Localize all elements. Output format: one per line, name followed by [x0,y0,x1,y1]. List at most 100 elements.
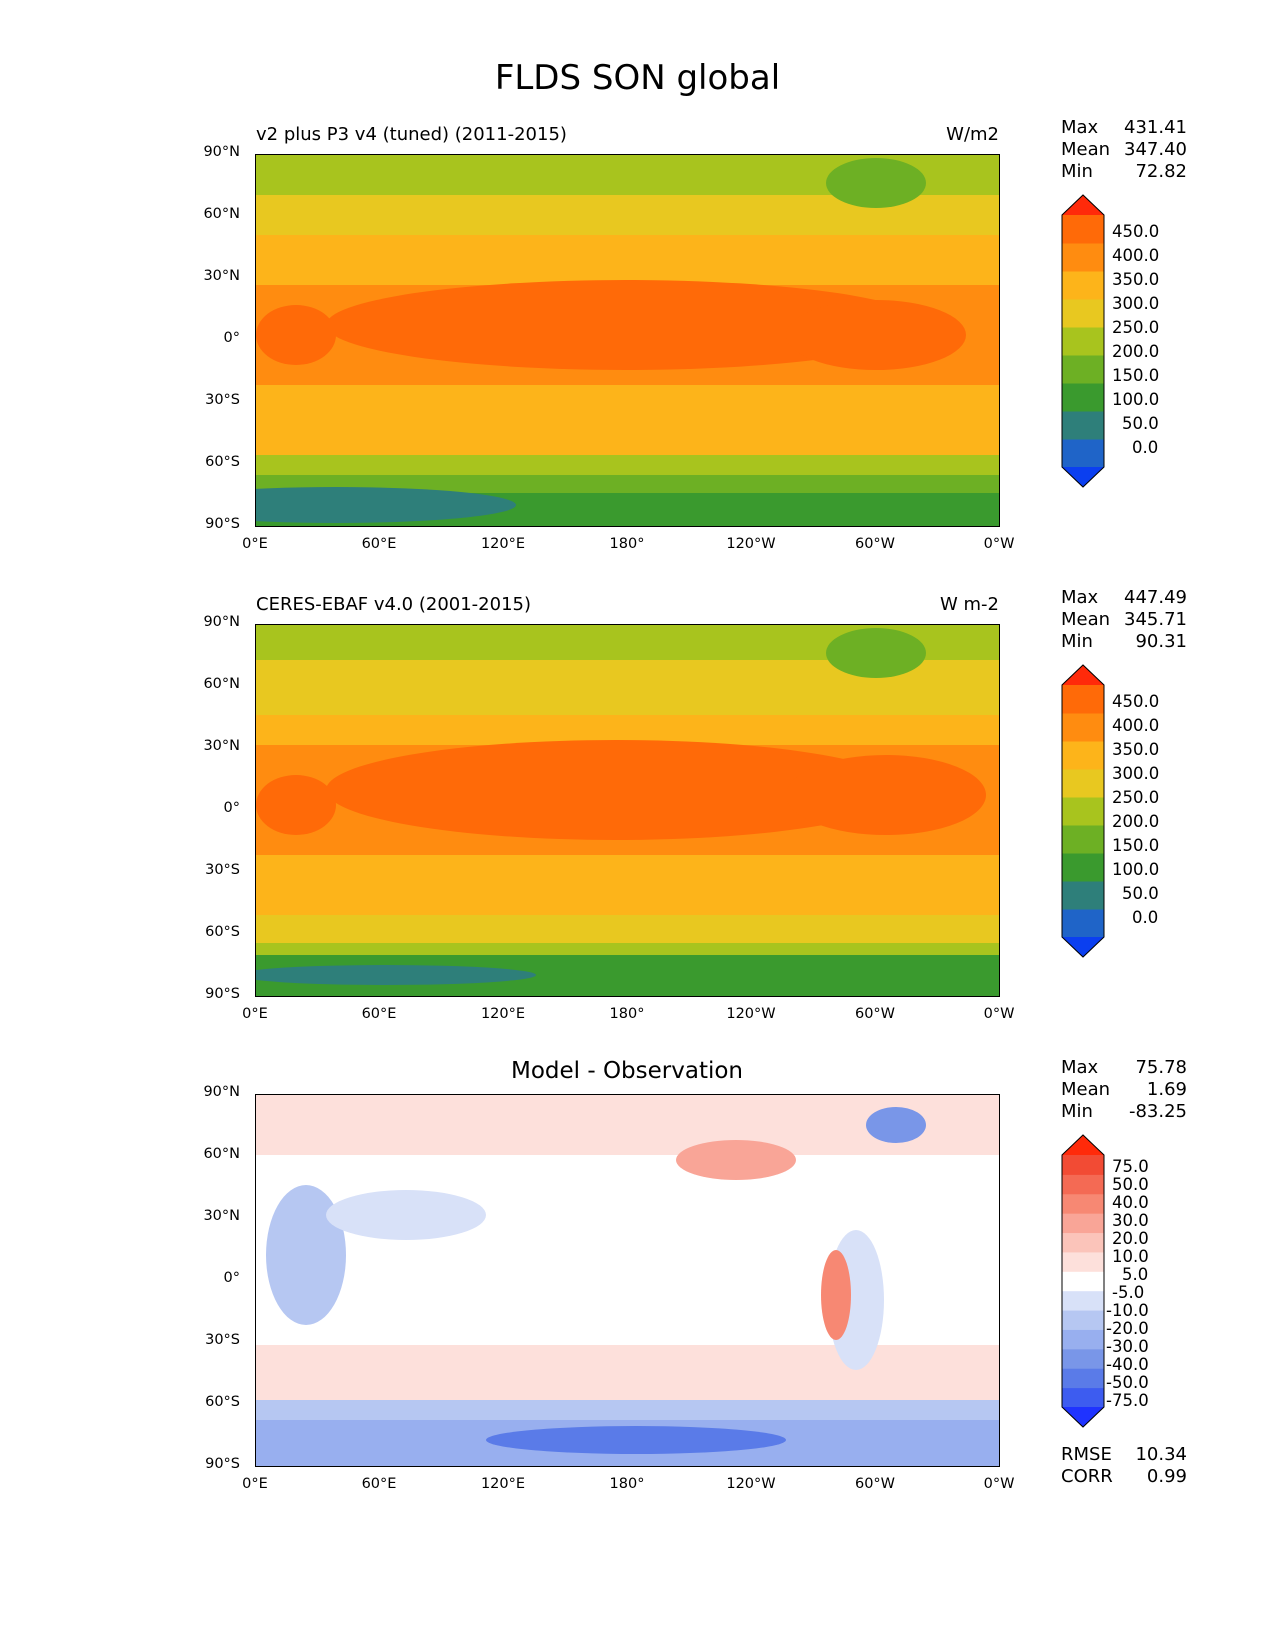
colorbar-swatch [1062,797,1104,826]
panel2-xtick: 0°E [242,1006,268,1022]
colorbar-swatch [1062,1232,1104,1253]
panel2-xtick: 180° [609,1006,645,1022]
panel3-xtick: 120°E [480,1476,526,1492]
mean-value: 345.71 [1124,609,1187,630]
min-label: Min [1061,161,1093,182]
colorbar-swatch [1062,215,1104,244]
panel1-xtick: 60°E [361,536,397,552]
panel3-ytick: 60°S [205,1394,240,1410]
colorbar-swatch [1062,383,1104,412]
panel3-metrics: RMSE 10.34 CORR 0.99 [1061,1444,1187,1488]
panel1-stats: Max 431.41 Mean 347.40 Min 72.82 [1061,117,1187,183]
panel3-ytick: 90°S [205,1456,240,1472]
panel2-xtick: 120°W [726,1006,776,1022]
mean-label: Mean [1061,139,1111,160]
mean-value: 1.69 [1146,1079,1187,1100]
colorbar-swatch [1062,937,1104,957]
panel2-colorbar [1061,664,1105,958]
colorbar-label: 200.0 [1112,342,1160,361]
colorbar-label: 400.0 [1112,716,1160,735]
colorbar-label: 50.0 [1122,884,1159,903]
panel3-xtick: 120°W [726,1476,776,1492]
min-label: Min [1061,631,1093,652]
colorbar-swatch [1062,1348,1104,1369]
colorbar-label: -10.0 [1106,1301,1149,1320]
colorbar-outline [1061,194,1105,488]
colorbar-label: -40.0 [1106,1355,1149,1374]
panel3-stats: Max 75.78 Mean 1.69 Min -83.25 [1061,1057,1187,1123]
colorbar-label: 350.0 [1112,740,1160,759]
panel1-map-field [256,155,999,526]
colorbar-label: 200.0 [1112,812,1160,831]
panel1-xtick: 180° [609,536,645,552]
colorbar-label: 75.0 [1112,1157,1149,1176]
colorbar-swatch [1062,1271,1104,1292]
panel3-ytick: 60°N [203,1146,240,1162]
min-value: 72.82 [1135,161,1187,182]
colorbar-label: 250.0 [1112,318,1160,337]
colorbar-label: 150.0 [1112,366,1160,385]
colorbar-label: 300.0 [1112,294,1160,313]
colorbar-label: 300.0 [1112,764,1160,783]
panel1-xtick: 0°E [242,536,268,552]
colorbar-label: -30.0 [1106,1337,1149,1356]
colorbar-swatch [1062,825,1104,854]
colorbar-label: 150.0 [1112,836,1160,855]
colorbar-swatch [1062,243,1104,272]
panel3-ytick: 90°N [203,1084,240,1100]
colorbar-swatch [1062,1329,1104,1350]
colorbar-swatch [1062,685,1104,714]
panel1-map [255,154,1000,527]
colorbar-swatch [1062,355,1104,384]
colorbar-swatch [1062,741,1104,770]
colorbar-swatch [1062,327,1104,356]
colorbar-swatch [1062,1155,1104,1175]
panel3-map-field [256,1095,999,1466]
panel2-xtick: 120°E [480,1006,526,1022]
panel3-title: Model - Observation [510,1058,744,1084]
colorbar-label: 400.0 [1112,246,1160,265]
panel3-xtick: 180° [609,1476,645,1492]
colorbar-label: -20.0 [1106,1319,1149,1338]
panel2-map [255,624,1000,997]
panel1-colorbar [1061,194,1105,488]
panel2-map-field [256,625,999,996]
colorbar-swatch [1062,909,1104,938]
panel1-ytick: 30°N [203,268,240,284]
panel2-ytick: 60°N [203,676,240,692]
colorbar-swatch [1062,881,1104,910]
panel1-ytick: 90°N [203,144,240,160]
colorbar-swatch [1062,1290,1104,1311]
corr-value: 0.99 [1146,1466,1187,1487]
panel2-ytick: 90°S [205,986,240,1002]
colorbar-swatch [1062,1135,1104,1155]
max-label: Max [1061,1057,1099,1078]
panel2-stats: Max 447.49 Mean 345.71 Min 90.31 [1061,587,1187,653]
colorbar-swatch [1062,1387,1104,1408]
mean-label: Mean [1061,609,1111,630]
colorbar-label: 5.0 [1122,1265,1149,1284]
colorbar-swatch [1062,853,1104,882]
panel1-xtick: 120°W [726,536,776,552]
panel1-ytick: 60°S [205,454,240,470]
colorbar-swatch [1062,439,1104,468]
panel2-ytick: 30°N [203,738,240,754]
max-value: 75.78 [1135,1057,1187,1078]
colorbar-label: 30.0 [1112,1211,1149,1230]
panel1-units: W/m2 [946,124,999,145]
mean-value: 347.40 [1124,139,1187,160]
mean-label: Mean [1061,1079,1111,1100]
panel2-xtick: 60°E [361,1006,397,1022]
max-value: 447.49 [1124,587,1187,608]
colorbar-label: 20.0 [1112,1229,1149,1248]
rmse-value: 10.34 [1135,1444,1187,1465]
colorbar-outline [1061,1134,1105,1428]
panel2-ytick: 30°S [205,862,240,878]
min-value: 90.31 [1135,631,1187,652]
panel2-ytick: 90°N [203,614,240,630]
panel3-ytick: 30°N [203,1208,240,1224]
colorbar-label: 350.0 [1112,270,1160,289]
colorbar-swatch [1062,1368,1104,1389]
min-label: Min [1061,1101,1093,1122]
colorbar-label: 10.0 [1112,1247,1149,1266]
